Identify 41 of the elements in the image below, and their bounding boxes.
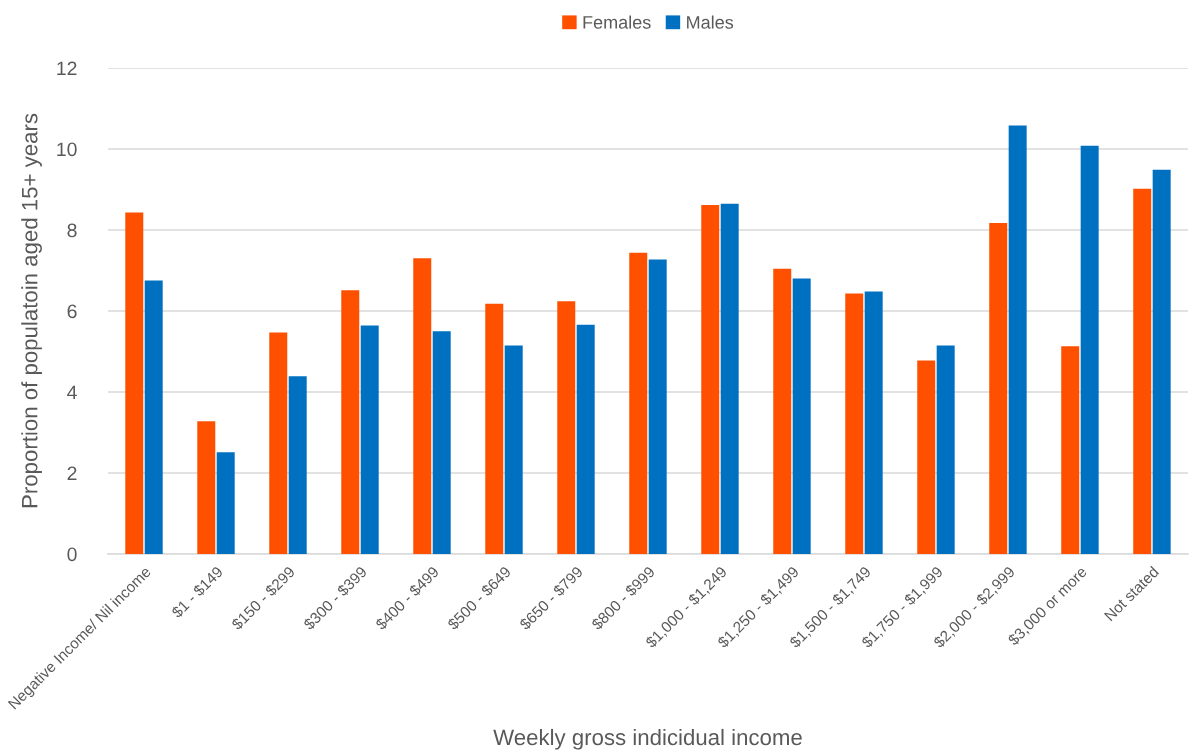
- bar: [1061, 346, 1080, 554]
- legend-label: Females: [583, 15, 651, 29]
- y-tick-label: 0: [67, 547, 77, 562]
- bar: [864, 291, 883, 554]
- bar: [288, 376, 307, 554]
- bar: [792, 278, 811, 554]
- y-tick-label: 12: [57, 61, 77, 76]
- bar: [701, 204, 720, 554]
- bar: [1080, 145, 1099, 554]
- bar: [360, 325, 379, 554]
- legend-label: Males: [687, 15, 734, 29]
- bar: [1008, 125, 1027, 554]
- y-axis-title: Proportion of populatoin aged 15+ years: [21, 113, 42, 508]
- bar: [504, 345, 523, 554]
- y-tick-label: 4: [67, 385, 77, 400]
- bar: [413, 258, 432, 554]
- bar: [648, 259, 667, 554]
- bar: [216, 452, 235, 554]
- bar: [125, 212, 144, 554]
- bar: [341, 290, 360, 554]
- bar: [269, 332, 288, 554]
- bar: [720, 203, 739, 554]
- bar: [845, 293, 864, 554]
- bar: [773, 268, 792, 554]
- y-tick-label: 2: [67, 466, 77, 481]
- bar: [1133, 188, 1152, 554]
- bar: [576, 324, 595, 554]
- bar: [629, 252, 648, 554]
- bar: [197, 421, 216, 554]
- y-tick-label: 6: [67, 304, 77, 319]
- bar: [989, 223, 1008, 554]
- bar: [485, 303, 504, 554]
- bar: [1152, 169, 1171, 554]
- bar: [432, 331, 451, 554]
- bar: [557, 301, 576, 554]
- y-tick-label: 10: [57, 142, 77, 157]
- y-tick-label: 8: [67, 223, 77, 238]
- bar: [917, 360, 936, 554]
- x-axis-title: Weekly gross indicidual income: [493, 728, 802, 750]
- bar: [936, 345, 955, 554]
- bar: [144, 280, 163, 554]
